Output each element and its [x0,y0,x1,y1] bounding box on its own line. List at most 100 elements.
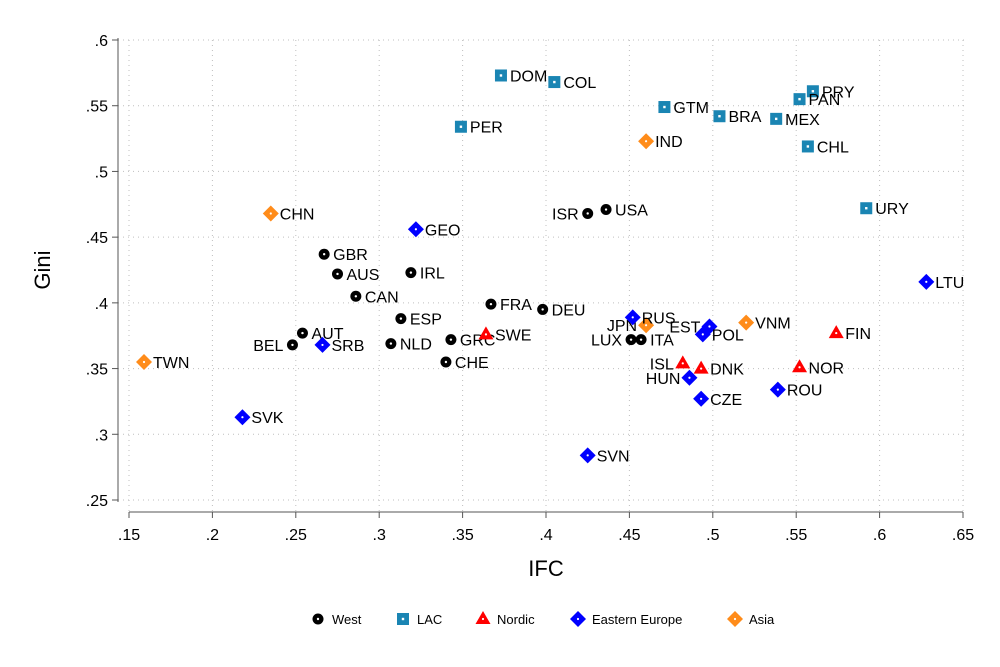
point-bel-dot [291,343,294,347]
point-svn-dot [586,454,589,457]
x-tick-label: .15 [118,527,140,544]
point-che-dot [444,360,448,364]
point-fin-dot [835,331,838,335]
legend-label-lac: LAC [417,612,442,627]
point-label-est: EST [669,320,700,337]
point-nor [792,359,808,373]
point-dnk-dot [700,367,703,370]
point-ltu-dot [925,280,928,283]
point-label-ita: ITA [650,333,674,350]
point-hun-dot [688,376,691,379]
point-isl [675,355,691,369]
legend-marker-nordic [475,611,491,624]
point-swe [478,326,494,340]
point-chn-dot [269,212,272,215]
legend-label-eastern-europe: Eastern Europe [592,612,682,627]
grid-lines [118,39,965,512]
point-rou-dot [776,388,779,391]
point-label-aus: AUS [347,267,380,284]
y-axis-title: Gini [30,250,55,289]
legend-marker-nordic-dot [481,617,485,621]
y-tick-label: .25 [86,493,108,510]
point-label-nor: NOR [809,360,845,377]
x-tick-label: .4 [539,527,552,544]
point-label-svk: SVK [251,410,283,427]
point-label-can: CAN [365,289,399,306]
legend-label-asia: Asia [749,612,775,627]
point-label-chn: CHN [280,206,315,223]
y-tick-label: .35 [86,362,108,379]
point-rus-dot [631,316,634,319]
y-tick-label: .3 [95,427,108,444]
point-svk-dot [241,416,244,419]
legend-marker-lac-dot [401,617,405,621]
x-tick-label: .45 [618,527,640,544]
point-pan-dot [798,97,801,101]
point-label-hun: HUN [646,371,681,388]
point-label-bel: BEL [253,338,283,355]
point-deu-dot [541,308,544,311]
y-tick-label: .45 [86,230,108,247]
x-tick-label: .6 [873,527,886,544]
point-label-ury: URY [875,201,909,218]
point-label-rou: ROU [787,383,823,400]
point-nld-dot [389,342,393,345]
point-label-pol: POL [712,327,744,344]
point-twn-dot [142,360,146,364]
legend-marker-west-dot [316,617,320,621]
point-label-usa: USA [615,203,648,220]
point-label-swe: SWE [495,327,531,344]
point-label-gbr: GBR [333,247,368,264]
point-label-vnm: VNM [755,316,791,333]
point-ury-dot [865,207,868,210]
point-label-twn: TWN [153,355,189,372]
point-label-esp: ESP [410,312,442,329]
point-grc-dot [449,338,453,341]
point-label-isl: ISL [650,356,674,373]
point-jpn-dot [644,324,648,327]
point-esp-dot [399,317,403,320]
point-isr-dot [586,212,589,215]
y-tick-label: .55 [86,99,108,116]
point-label-pan: PAN [809,92,841,109]
point-label-col: COL [563,75,596,92]
x-tick-label: .3 [373,527,386,544]
point-label-jpn: JPN [607,318,637,335]
y-tick-label: .6 [95,33,108,50]
x-tick-label: .35 [451,527,473,544]
point-label-isr: ISR [552,206,579,223]
x-tick-label: .2 [206,527,219,544]
point-isl-dot [681,362,684,365]
point-gtm-dot [663,105,666,109]
point-label-fra: FRA [500,297,532,314]
x-axis-title: IFC [528,556,564,581]
y-tick-label: .5 [95,164,108,181]
legend-marker-eastern-europe-dot [576,617,580,621]
point-label-lux: LUX [591,333,622,350]
point-label-cze: CZE [710,392,742,409]
point-dom-dot [499,74,503,77]
point-label-che: CHE [455,355,489,372]
x-tick-label: .25 [285,527,307,544]
point-label-rus: RUS [642,310,676,327]
point-irl-dot [409,271,413,274]
point-cze-dot [700,397,703,400]
x-tick-label: .55 [785,527,807,544]
point-label-nld: NLD [400,337,432,354]
point-label-dom: DOM [510,68,547,85]
point-swe-dot [484,333,488,336]
point-fin [828,325,844,339]
point-label-srb: SRB [331,338,364,355]
point-label-gtm: GTM [673,100,709,117]
point-pol-dot [701,333,704,336]
point-label-pry: PRY [822,84,855,101]
point-label-deu: DEU [552,302,586,319]
point-srb-dot [321,343,324,347]
legend-marker-asia-dot [733,617,737,621]
point-est-dot [708,325,711,328]
point-label-irl: IRL [420,266,445,283]
point-aus-dot [336,272,339,276]
point-can-dot [354,295,358,298]
